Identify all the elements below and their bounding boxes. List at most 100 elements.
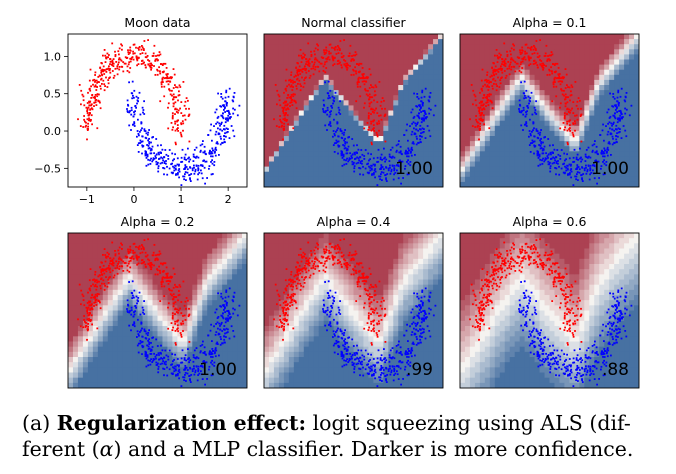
decision-region-cell [338,100,345,106]
decision-region-cell [92,367,99,374]
data-point [551,72,554,75]
data-point [114,54,117,56]
data-point [370,84,372,86]
decision-region-cell [494,176,501,183]
data-point [157,170,160,173]
data-point [217,132,220,135]
decision-region-cell [268,44,275,50]
data-point [289,78,292,81]
data-point [337,140,340,143]
data-point [499,82,502,85]
data-point [404,165,407,167]
decision-region-cell [464,136,471,142]
data-point [147,163,150,166]
decision-region-cell [589,176,595,183]
decision-region-cell [534,44,541,50]
decision-region-cell [328,136,335,142]
decision-region-cell [393,39,399,45]
decision-region-cell [102,372,109,379]
data-point [220,105,223,108]
decision-region-cell [524,125,531,132]
data-point [354,66,356,69]
data-point [105,71,108,73]
data-point [619,114,622,117]
decision-region-cell [323,130,330,137]
data-point [223,109,225,111]
data-point [533,127,535,130]
decision-region-cell [333,125,340,132]
decision-region-cell [479,176,486,183]
data-point [300,61,303,63]
decision-region-cell [460,161,466,168]
decision-region-cell [77,377,84,384]
decision-region-cell [82,243,89,250]
data-point [549,170,552,173]
data-point [289,96,292,99]
data-point [169,93,172,96]
data-point [174,122,177,125]
data-point [410,146,413,149]
data-point [385,166,387,168]
decision-region-cell [102,326,109,332]
decision-region-cell [594,39,600,45]
decision-region-cell [408,136,414,142]
decision-region-cell [584,90,590,96]
data-point [603,159,605,162]
decision-region-cell [283,130,290,137]
decision-region-cell [619,64,625,71]
data-point [214,133,217,136]
data-point [100,70,103,72]
decision-region-cell [519,161,526,168]
decision-region-cell [584,39,590,45]
data-point [337,46,340,49]
data-point [334,46,337,49]
data-point [105,56,108,59]
data-point [137,100,139,103]
decision-region-cell [413,39,419,45]
data-point [482,85,484,88]
decision-region-cell [77,320,84,327]
decision-region-cell [288,100,295,106]
data-point [533,152,535,155]
decision-region-cell [278,39,285,45]
data-point [404,167,406,170]
decision-region-cell [273,125,280,132]
decision-region-cell [460,141,466,147]
decision-region-cell [393,105,399,112]
data-point [613,97,616,100]
data-point [412,121,415,124]
data-point [621,117,623,120]
data-point [571,107,573,110]
data-point [530,48,532,51]
decision-region-cell [428,166,434,173]
data-point [88,104,91,107]
data-point [283,125,285,128]
decision-region-cell [634,171,639,178]
decision-region-cell [418,151,424,157]
decision-region-cell [313,156,320,163]
decision-region-cell [438,39,443,45]
decision-region-cell [569,90,575,96]
data-point [400,152,403,155]
data-point [281,124,283,127]
data-point [532,129,534,132]
decision-region-cell [594,105,600,112]
decision-region-cell [268,100,275,106]
data-point [224,121,227,124]
decision-region-cell [353,115,360,122]
data-point [312,65,315,68]
decision-region-cell [418,34,424,40]
decision-region-cell [383,146,389,152]
decision-region-cell [489,125,496,132]
decision-region-cell [624,115,630,122]
decision-region-cell [460,59,466,66]
data-point [88,117,90,120]
decision-region-cell [373,141,379,147]
decision-region-cell [460,156,466,163]
decision-region-cell [388,69,394,76]
data-point [407,155,410,158]
plot-frame [67,33,248,188]
decision-region-cell [383,136,389,142]
data-point [135,46,137,49]
data-point [203,151,206,154]
